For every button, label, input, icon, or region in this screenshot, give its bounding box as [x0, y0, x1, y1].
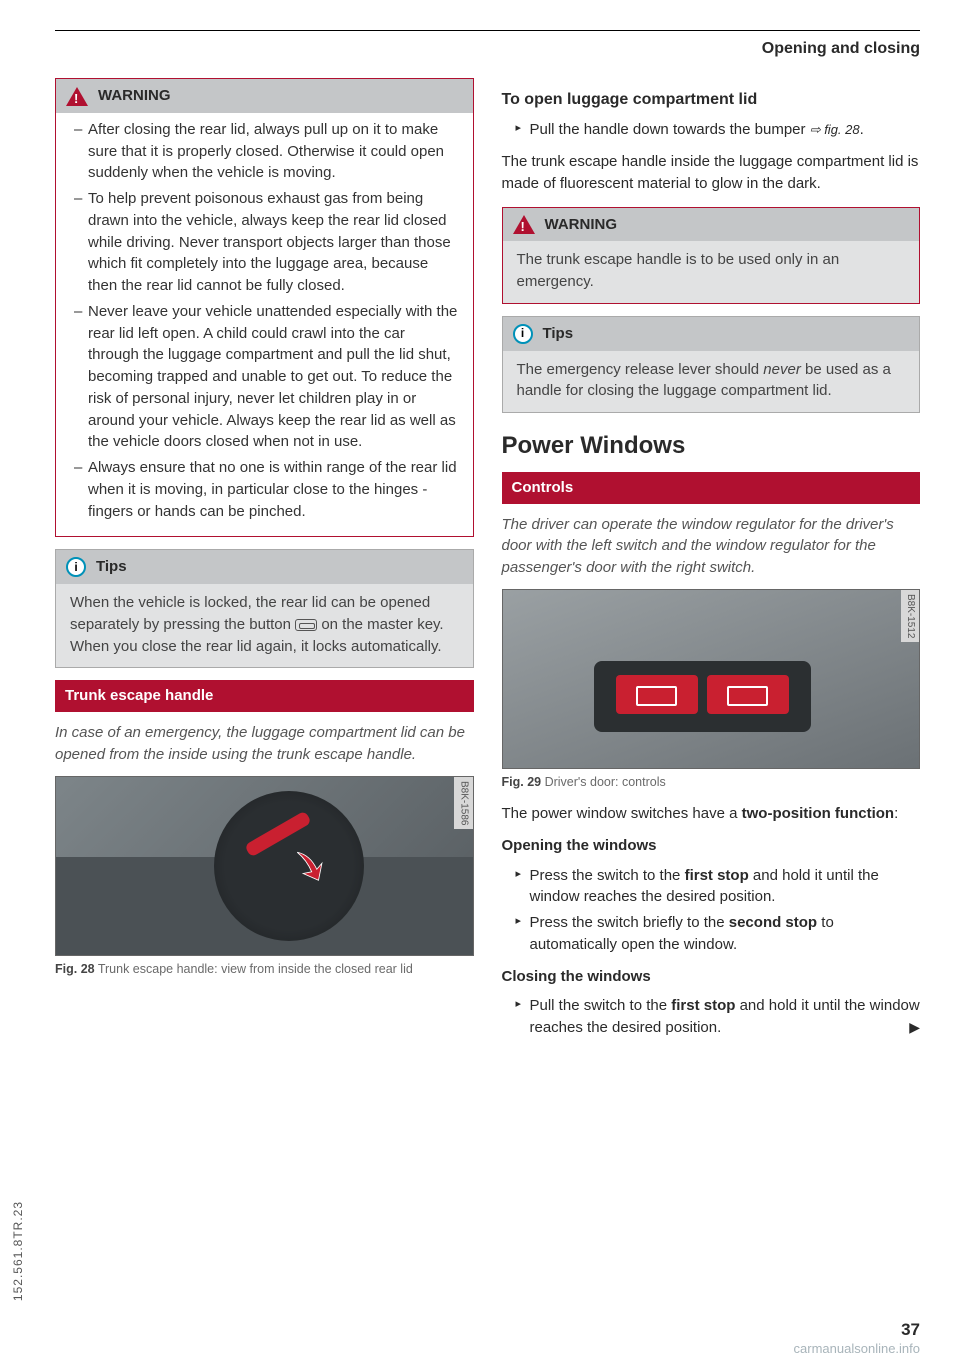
open-win-step: Press the switch briefly to the second s…: [516, 912, 921, 956]
close-win-step: Pull the switch to the first stop and ho…: [516, 995, 921, 1039]
controls-heading: Controls: [502, 472, 921, 504]
tips-head: i Tips: [56, 550, 473, 584]
warning-body-2: The trunk escape handle is to be used on…: [503, 241, 920, 303]
warning-item: Never leave your vehicle unattended espe…: [74, 301, 459, 453]
step-text: Pull the handle down towards the bumper: [530, 121, 810, 138]
figure-28-code: B8K-1586: [454, 777, 473, 829]
footer-url: carmanualsonline.info: [794, 1340, 920, 1359]
figure-29-code: B8K-1512: [901, 590, 920, 642]
t: Press the switch briefly to the: [530, 914, 729, 931]
t: Press the switch to the: [530, 867, 685, 884]
trunk-intro: In case of an emergency, the luggage com…: [55, 722, 474, 766]
closing-windows-head: Closing the windows: [502, 966, 921, 988]
escape-paragraph: The trunk escape handle inside the lugga…: [502, 151, 921, 195]
content-columns: WARNING After closing the rear lid, alwa…: [55, 78, 920, 1049]
closing-steps: Pull the switch to the first stop and ho…: [502, 995, 921, 1039]
twopos-c: :: [894, 805, 898, 822]
right-column: To open luggage compartment lid Pull the…: [502, 78, 921, 1049]
open-luggage-steps: Pull the handle down towards the bumper …: [502, 119, 921, 141]
t: Pull the switch to the: [530, 997, 672, 1014]
left-column: WARNING After closing the rear lid, alwa…: [55, 78, 474, 1049]
warning-icon: [66, 87, 88, 106]
continue-arrow-icon: ▶: [909, 1017, 920, 1037]
tips2-never: never: [763, 361, 801, 378]
two-position-para: The power window switches have a two-pos…: [502, 803, 921, 825]
figure-29: B8K-1512 Fig. 29 Driver's door: controls: [502, 589, 921, 791]
info-icon: i: [66, 557, 86, 577]
warning-callout-1: WARNING After closing the rear lid, alwa…: [55, 78, 474, 537]
tips-body-2: The emergency release lever should never…: [503, 351, 920, 413]
t: first stop: [671, 997, 735, 1014]
warning-text-2: The trunk escape handle is to be used on…: [517, 249, 906, 293]
fig-cap-text: Trunk escape handle: view from inside th…: [95, 962, 413, 976]
warning-title-2: WARNING: [545, 214, 618, 236]
tips-title-2: Tips: [543, 323, 574, 345]
figure-28-caption: Fig. 28 Trunk escape handle: view from i…: [55, 960, 474, 978]
trunk-escape-heading: Trunk escape handle: [55, 680, 474, 712]
twopos-b: two-position function: [742, 805, 894, 822]
warning-list: After closing the rear lid, always pull …: [56, 113, 473, 537]
warning-head-2: WARNING: [503, 208, 920, 242]
tips2-a: The emergency release lever should: [517, 361, 764, 378]
opening-windows-head: Opening the windows: [502, 835, 921, 857]
tips-body: When the vehicle is locked, the rear lid…: [56, 584, 473, 667]
t: second stop: [729, 914, 817, 931]
trunk-button-icon: [295, 619, 317, 631]
figure-28-image: B8K-1586: [55, 776, 474, 956]
fig-cap-text: Driver's door: controls: [541, 775, 666, 789]
opening-steps: Press the switch to the first stop and h…: [502, 865, 921, 956]
twopos-a: The power window switches have a: [502, 805, 742, 822]
open-luggage-head: To open luggage compartment lid: [502, 88, 921, 111]
warning-title: WARNING: [98, 85, 171, 107]
tips-callout-1: i Tips When the vehicle is locked, the r…: [55, 549, 474, 668]
tips-title: Tips: [96, 556, 127, 578]
warning-callout-2: WARNING The trunk escape handle is to be…: [502, 207, 921, 304]
spine-code: 152.561.8TR.23: [10, 1201, 27, 1301]
figure-29-caption: Fig. 29 Driver's door: controls: [502, 773, 921, 791]
fig-num: Fig. 28: [55, 962, 95, 976]
figure-28: B8K-1586 Fig. 28 Trunk escape handle: vi…: [55, 776, 474, 978]
warning-head: WARNING: [56, 79, 473, 113]
tips-head-2: i Tips: [503, 317, 920, 351]
warning-icon: [513, 215, 535, 234]
info-icon: i: [513, 324, 533, 344]
chapter-title: Opening and closing: [55, 37, 920, 60]
power-windows-head: Power Windows: [502, 429, 921, 464]
open-step: Pull the handle down towards the bumper …: [516, 119, 921, 141]
header-rule: [55, 30, 920, 31]
figure-29-image: B8K-1512: [502, 589, 921, 769]
fig-num: Fig. 29: [502, 775, 542, 789]
open-win-step: Press the switch to the first stop and h…: [516, 865, 921, 909]
fig-ref: ⇨ fig. 28: [810, 121, 860, 140]
t: first stop: [685, 867, 749, 884]
warning-item: Always ensure that no one is within rang…: [74, 457, 459, 522]
warning-item: To help prevent poisonous exhaust gas fr…: [74, 188, 459, 297]
controls-intro: The driver can operate the window regula…: [502, 514, 921, 579]
tips-callout-2: i Tips The emergency release lever shoul…: [502, 316, 921, 413]
step-text-end: .: [860, 121, 864, 138]
warning-item: After closing the rear lid, always pull …: [74, 119, 459, 184]
